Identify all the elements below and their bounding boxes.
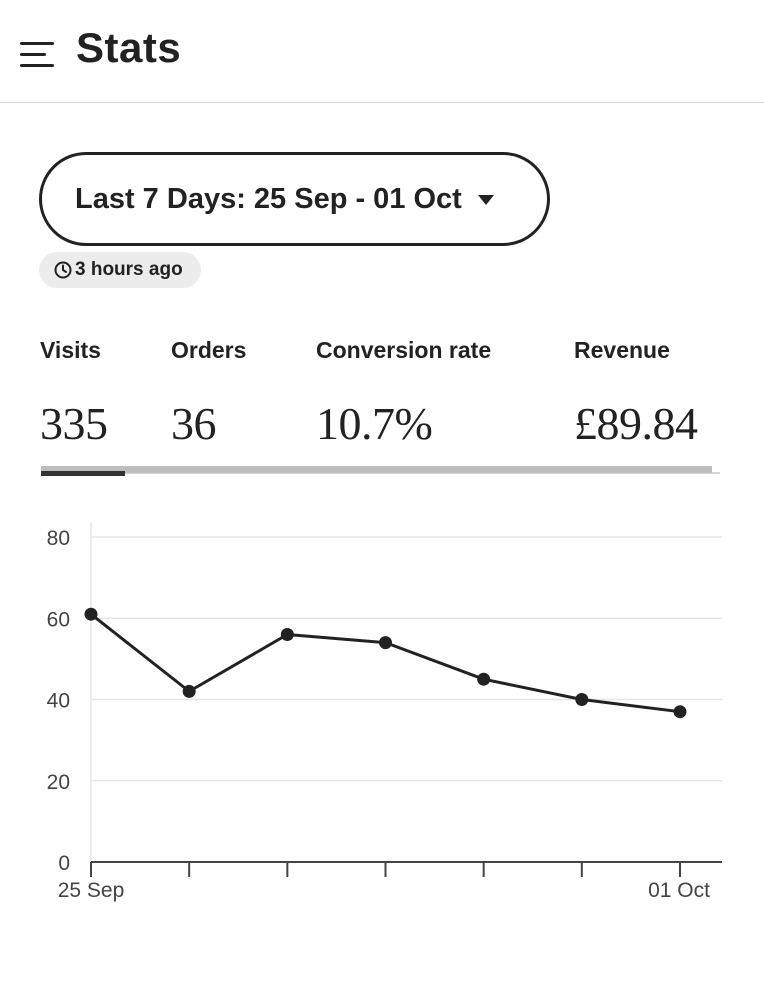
stat-tab-revenue[interactable]: Revenue £89.84 (574, 337, 698, 449)
visits-line-chart: 0 20 40 60 80 25 Sep 01 Oct (47, 522, 722, 902)
tab-track-underline (41, 472, 720, 474)
last-updated-text: 3 hours ago (75, 259, 183, 280)
stat-label: Conversion rate (316, 337, 492, 363)
caret-down-icon (477, 195, 494, 205)
page-title: Stats (76, 24, 182, 71)
x-tick-label: 25 Sep (58, 879, 125, 902)
stat-value: £89.84 (574, 398, 698, 449)
y-tick-label: 40 (47, 690, 70, 713)
stat-value: 36 (171, 398, 217, 449)
y-tick-label: 20 (47, 771, 70, 794)
y-tick-label: 80 (47, 527, 70, 550)
stat-label: Visits (40, 337, 101, 363)
date-range-label: Last 7 Days: 25 Sep - 01 Oct (75, 182, 462, 215)
hamburger-menu-icon[interactable] (20, 42, 58, 70)
stat-value: 335 (40, 398, 108, 449)
selected-tab-indicator (41, 471, 125, 476)
stat-tab-visits[interactable]: Visits 335 (40, 337, 108, 449)
app-header: Stats (0, 0, 764, 103)
stat-tab-conversion-rate[interactable]: Conversion rate 10.7% (316, 337, 492, 449)
data-point (379, 636, 392, 650)
data-point (575, 693, 589, 706)
stat-label: Revenue (574, 337, 670, 363)
y-tick-label: 0 (58, 852, 70, 875)
x-tick-label: 01 Oct (648, 879, 710, 902)
date-range-dropdown[interactable]: Last 7 Days: 25 Sep - 01 Oct (39, 152, 550, 246)
data-point (280, 628, 294, 641)
stat-value: 10.7% (316, 398, 433, 449)
clock-icon (54, 261, 72, 279)
data-point (182, 684, 196, 698)
stat-tab-orders[interactable]: Orders 36 (171, 337, 247, 449)
tab-track (41, 466, 712, 473)
data-point (84, 607, 98, 621)
series-line (90, 613, 681, 714)
stat-label: Orders (171, 337, 247, 363)
data-point (477, 672, 491, 686)
data-point (673, 705, 687, 719)
last-updated-badge: 3 hours ago (39, 252, 201, 288)
y-tick-label: 60 (47, 608, 70, 631)
